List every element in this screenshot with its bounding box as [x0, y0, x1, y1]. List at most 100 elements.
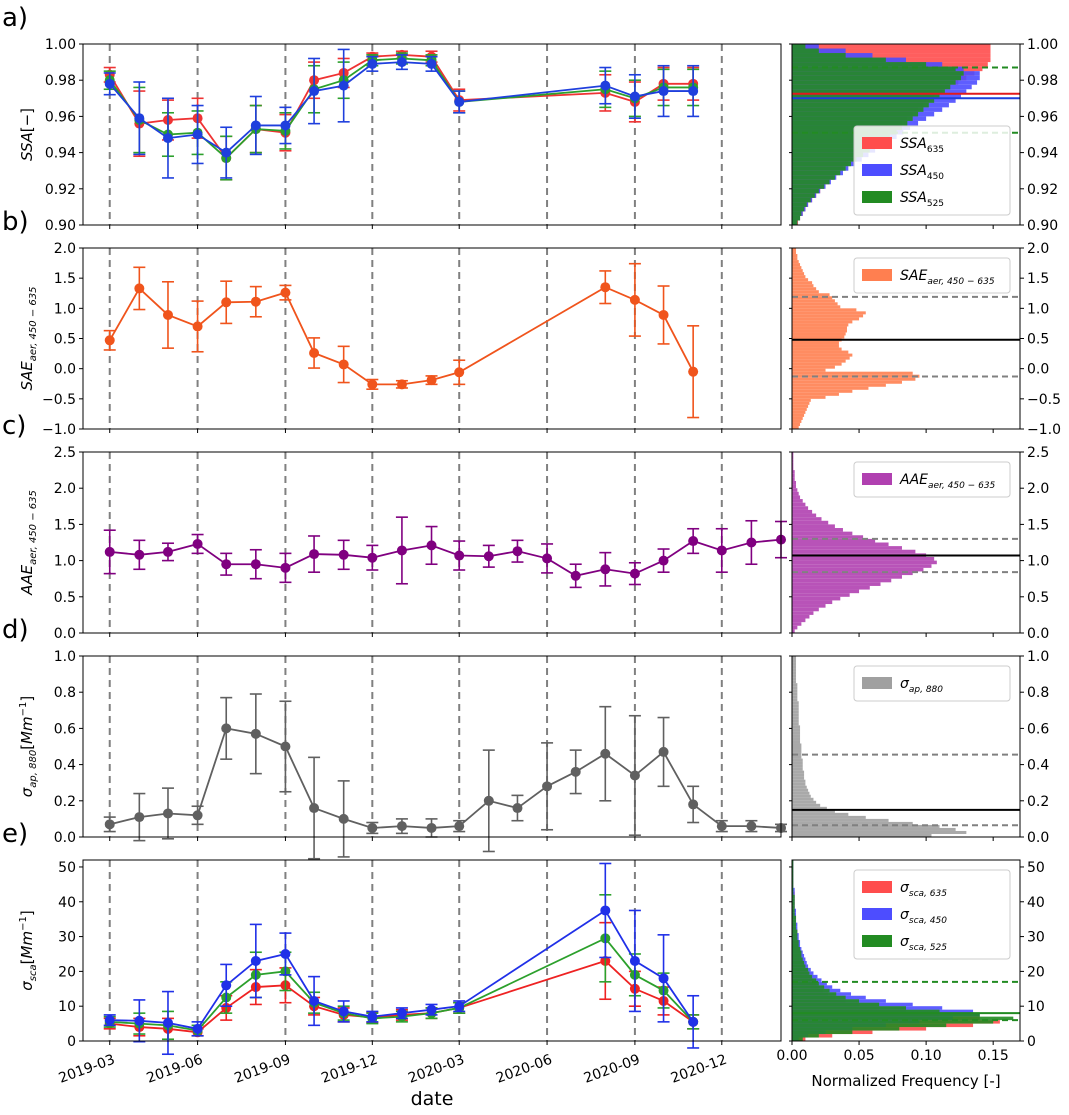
data-point — [309, 347, 320, 358]
hist-bar — [792, 884, 794, 888]
hist-bar — [792, 383, 886, 387]
hist-bar — [792, 215, 801, 221]
data-point — [192, 321, 203, 332]
y-tick-label: 0.98 — [45, 73, 76, 89]
hist-bar — [792, 362, 842, 366]
y-tick-label: 0.4 — [54, 758, 76, 774]
hist-bar — [792, 419, 802, 423]
data-point — [192, 1023, 203, 1034]
y-tick-label: 1.0 — [54, 301, 76, 317]
x-tick-label: 2020-03 — [406, 1052, 466, 1087]
hist-bar — [792, 607, 819, 612]
hist-bar — [792, 908, 795, 913]
hist-bar — [792, 1016, 1014, 1021]
hist-bar — [792, 600, 833, 605]
hist-bar — [792, 480, 797, 485]
data-point — [162, 546, 173, 557]
hist-bar — [792, 179, 830, 185]
hist-bar — [792, 618, 806, 623]
hist-bar — [792, 425, 799, 429]
hist-bar — [792, 335, 845, 339]
data-point — [192, 129, 203, 140]
panel-label: e) — [2, 819, 28, 849]
data-point — [134, 1015, 145, 1026]
hist-bar — [792, 266, 802, 270]
hist-bar — [792, 62, 927, 67]
hist-bar — [792, 575, 902, 579]
hist-bar — [792, 143, 877, 149]
hist-bar — [792, 725, 801, 729]
plot-frame — [82, 451, 782, 634]
hist-bar — [792, 220, 798, 225]
data-point — [309, 803, 320, 814]
hist-bar — [792, 680, 797, 684]
hist-bar — [792, 716, 799, 720]
hist-bar — [792, 57, 886, 63]
hist-bar — [792, 749, 802, 753]
data-point — [600, 748, 611, 759]
hist-bar — [792, 704, 799, 708]
hist-bar — [792, 740, 801, 744]
hist-bar — [792, 470, 795, 474]
hist-bar — [792, 1027, 900, 1031]
series-line — [109, 727, 782, 829]
data-point — [338, 359, 349, 370]
data-point — [367, 58, 378, 69]
panel-a: a) 0.90 0.92 0.94 0.96 0.98 1.00 SSA[−] 0.90 0.92… — [2, 3, 1058, 234]
data-point — [688, 366, 699, 377]
x-tick-label: 2019-06 — [145, 1052, 206, 1087]
hist-bar — [792, 936, 798, 941]
data-point — [367, 379, 378, 390]
hist-bar — [792, 1006, 906, 1010]
legend-swatch — [862, 191, 892, 203]
hist-bar — [792, 761, 803, 765]
y-tick-label: 1.5 — [54, 271, 76, 287]
hist-bar — [792, 722, 799, 726]
plot-frame — [82, 655, 782, 838]
hist-bar — [792, 995, 846, 1000]
hist-bar — [792, 728, 801, 732]
hist-bar — [792, 520, 829, 525]
data-point — [104, 546, 115, 557]
series-0 — [103, 262, 700, 419]
hist-bar — [792, 513, 817, 518]
series-0 — [103, 516, 787, 589]
hist-bar — [792, 593, 850, 597]
hist-bar — [792, 401, 810, 405]
hist-bar — [792, 773, 805, 777]
hist-bar — [792, 943, 799, 948]
hist-bar — [792, 710, 799, 714]
legend-label: SSA525 — [900, 190, 944, 209]
y-axis-label: SAEaer, 450 − 635 — [18, 286, 39, 390]
hist-bar — [792, 323, 849, 327]
data-point — [570, 570, 581, 581]
hist-bar — [792, 305, 841, 309]
hist-bar — [792, 589, 860, 594]
data-point — [600, 905, 611, 916]
data-point — [221, 980, 232, 991]
hist-bar — [792, 549, 916, 554]
hist-y-tick-label: 0.5 — [1027, 332, 1049, 348]
hist-bar — [792, 248, 797, 252]
legend-swatch — [862, 908, 892, 920]
hist-bar — [792, 770, 805, 774]
hist-y-tick-label: 2.0 — [1027, 241, 1049, 257]
hist-bar — [792, 506, 809, 510]
data-point — [542, 553, 553, 564]
y-tick-label: 1.0 — [54, 554, 76, 570]
data-point — [250, 728, 261, 739]
hist-bar — [792, 326, 847, 330]
hist-bar — [792, 912, 795, 916]
hist-bar — [792, 713, 799, 717]
legend: SSA635 SSA450 SSA525 — [853, 125, 1011, 216]
hist-bar — [792, 365, 835, 369]
legend: SAEaer, 450 − 635 — [853, 257, 1011, 294]
hist-y-tick-label: 0.96 — [1027, 109, 1058, 125]
hist-bar — [792, 293, 830, 297]
legend: σap, 880 — [853, 665, 1011, 702]
legend-swatch — [862, 137, 892, 149]
hist-bar — [792, 782, 806, 786]
hist-bar — [792, 84, 951, 90]
hist-bar — [792, 197, 811, 203]
data-point — [250, 559, 261, 570]
